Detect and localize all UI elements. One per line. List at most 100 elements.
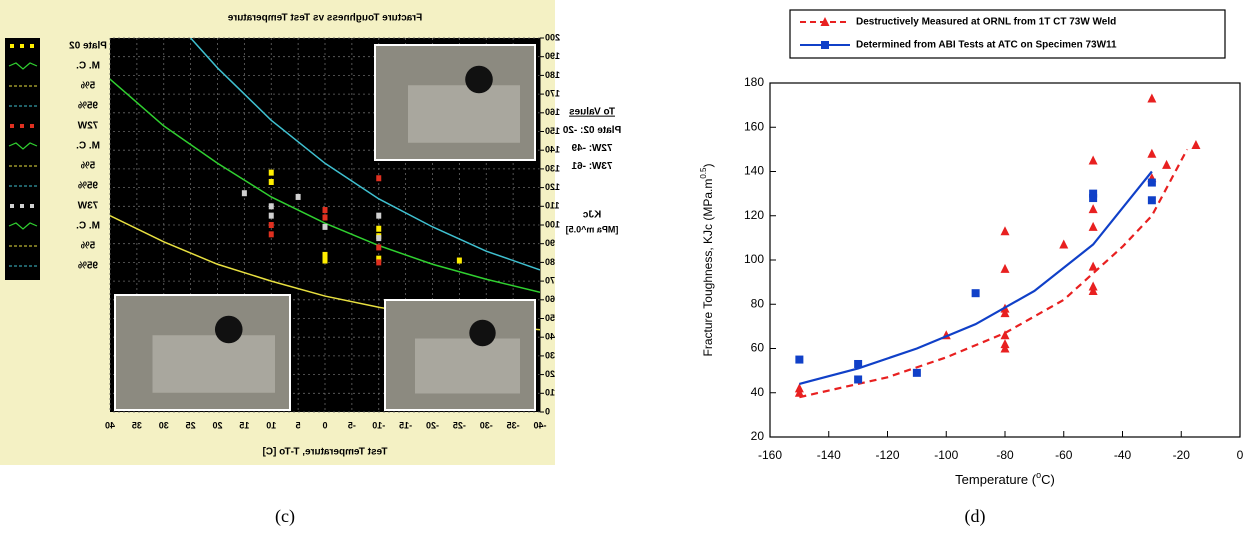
y-tick-label: 140 <box>744 164 764 178</box>
data-point <box>1000 263 1010 273</box>
y-tick-label: 40 <box>545 332 555 342</box>
data-point <box>1000 330 1010 340</box>
data-point <box>795 355 804 364</box>
data-point <box>268 203 274 210</box>
legend-label: M. C. <box>76 221 100 232</box>
x-tick-label: 40 <box>105 420 115 430</box>
x-axis-label: Temperature (oC) <box>955 470 1055 487</box>
data-point <box>912 368 921 377</box>
legend-label: Plate 02 <box>69 41 107 52</box>
legend-label: 95% <box>78 261 98 272</box>
right-chart: 20 40 60 80 100 120 140 160 180 -160 -140 -120 -100 -… <box>699 9 1244 487</box>
y-tick-label: 20 <box>545 369 555 379</box>
data-point <box>268 212 274 219</box>
to-value-number: -61 <box>571 161 586 172</box>
x-tick-label: 0 <box>322 420 327 430</box>
y-tick-label: 140 <box>545 145 560 155</box>
y-tick-label: 130 <box>545 163 560 173</box>
photo-hole <box>214 315 243 344</box>
to-value-number: -49 <box>571 143 586 154</box>
legend-label: 73W <box>77 201 98 212</box>
data-point <box>854 375 863 384</box>
data-point <box>376 255 382 262</box>
y-axis-label: KJc <box>582 210 601 221</box>
legend-label: Determined from ABI Tests at ATC on Spec… <box>856 40 1117 51</box>
legend-box <box>789 9 1226 59</box>
data-point <box>1000 343 1010 353</box>
legend-label: 5% <box>81 241 96 252</box>
legend-label: Destructively Measured at ORNL from 1T C… <box>856 17 1116 28</box>
legend-glyph <box>20 44 24 48</box>
data-point <box>854 359 863 368</box>
x-axis-label: Test Temperature, T-To [C] <box>262 447 387 458</box>
data-point <box>1162 159 1172 169</box>
y-tick-label: 200 <box>545 32 560 42</box>
legend-glyph <box>10 204 14 208</box>
y-tick-label: 160 <box>545 107 560 117</box>
legend-label: 72W <box>77 121 98 132</box>
x-tick-label: -140 <box>817 448 841 462</box>
to-value-label: Plate 02: <box>580 125 621 136</box>
legend-label: 5% <box>81 161 96 172</box>
data-point <box>1089 189 1098 198</box>
y-axis-label-part: ) <box>701 164 715 168</box>
x-tick-label: 25 <box>186 420 196 430</box>
to-value-label: 73W: <box>589 161 613 172</box>
legend-glyph <box>10 44 14 48</box>
to-values-title: To Values <box>569 107 615 118</box>
data-point <box>456 257 462 264</box>
x-tick-label: -80 <box>996 448 1014 462</box>
legend-strip <box>5 38 40 280</box>
caption: (c) <box>275 506 295 527</box>
y-tick-label: 100 <box>744 252 764 266</box>
x-axis-label-sup: o <box>1036 470 1041 480</box>
y-tick-label: 150 <box>545 126 560 136</box>
x-axis-label-part: C) <box>1041 472 1055 487</box>
curve <box>110 78 540 294</box>
y-tick-label: 160 <box>744 119 764 133</box>
y-tick-label: 40 <box>751 385 765 399</box>
to-value: 72W: -49 <box>571 143 612 154</box>
x-tick-label: -20 <box>1173 448 1191 462</box>
to-value-number: -20 <box>562 125 577 136</box>
y-tick-label: 170 <box>545 88 560 98</box>
data-point <box>268 222 274 228</box>
x-tick-label: -60 <box>1055 448 1073 462</box>
data-point <box>376 225 382 232</box>
y-tick-label: 10 <box>545 388 555 398</box>
data-point <box>268 178 274 185</box>
y-tick-label: 30 <box>545 350 555 360</box>
y-tick-label: 50 <box>545 313 555 323</box>
data-point <box>1147 196 1156 205</box>
data-point <box>1147 148 1157 158</box>
y-tick-label: 100 <box>545 219 560 229</box>
photo-hole <box>465 65 493 94</box>
y-tick-label: 80 <box>751 296 765 310</box>
fit-curve <box>799 148 1189 399</box>
y-axis-label: Fracture Toughness, KJc (MPa.m0.5) <box>699 164 715 357</box>
chart-title: Fracture Toughness vs Test Temperature <box>227 13 422 24</box>
y-axis-label: [MPa m^0.5] <box>566 224 619 234</box>
y-tick-label: 60 <box>751 341 765 355</box>
y-tick-label: 180 <box>744 75 764 89</box>
data-point <box>268 231 274 238</box>
to-value-label: 72W: <box>589 143 613 154</box>
data-point <box>322 257 328 264</box>
legend-glyph <box>20 204 24 208</box>
x-tick-label: -120 <box>875 448 899 462</box>
data-point <box>1000 308 1010 318</box>
x-tick-label: 30 <box>159 420 169 430</box>
data-point <box>1147 178 1156 187</box>
x-tick-label: 5 <box>296 420 301 430</box>
y-tick-label: 80 <box>545 257 555 267</box>
x-tick-label: -5 <box>348 420 356 430</box>
data-point <box>1088 261 1098 271</box>
plot-frame <box>769 82 1241 438</box>
y-axis-label-sup: 0.5 <box>699 167 708 179</box>
legend-label: 95% <box>78 101 98 112</box>
legend-glyph <box>20 124 24 128</box>
y-tick-label: 0 <box>545 406 550 416</box>
data-point <box>376 175 382 182</box>
